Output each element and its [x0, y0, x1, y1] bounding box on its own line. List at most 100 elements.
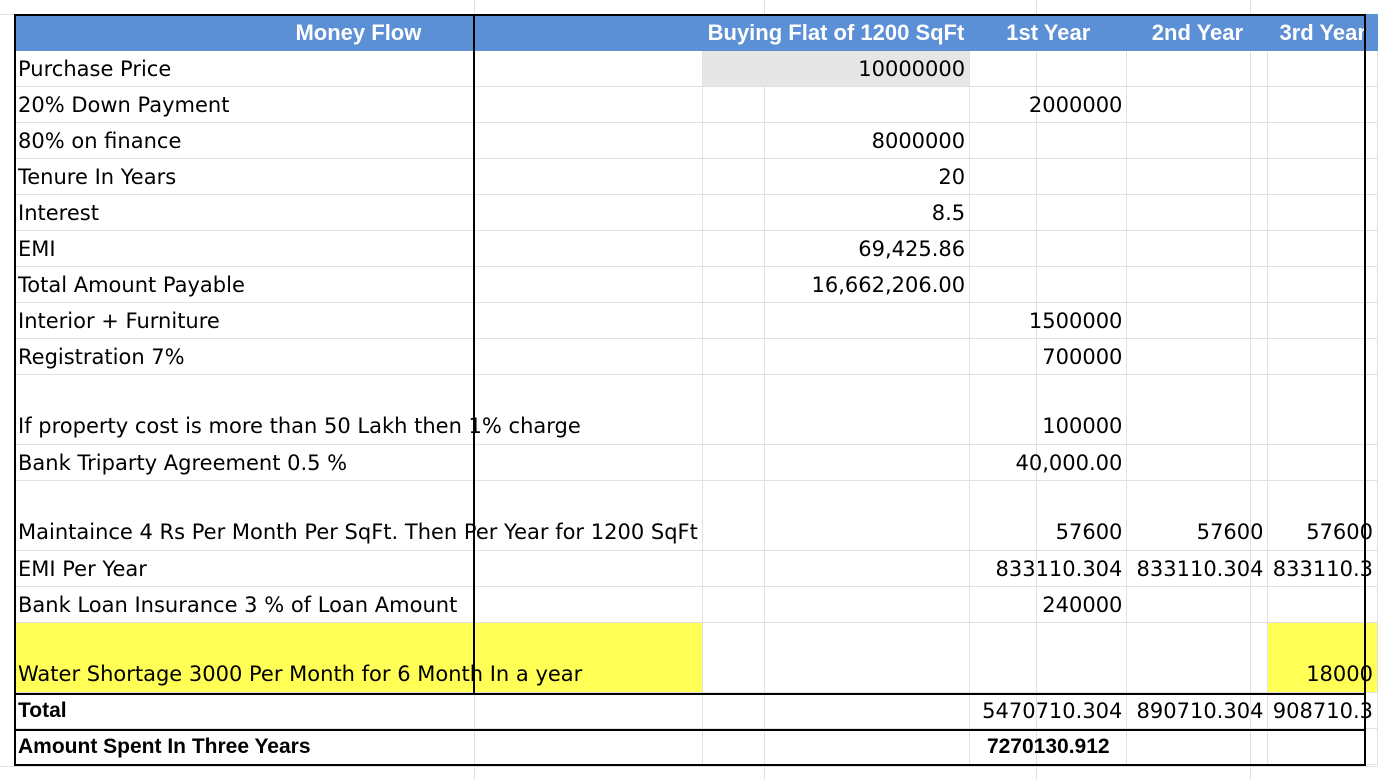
table-row: Purchase Price 10000000: [14, 50, 1378, 87]
cell-value-highlight[interactable]: 18000: [1267, 622, 1378, 693]
header-1st-year[interactable]: 1st Year: [969, 14, 1128, 51]
header-money-flow[interactable]: Money Flow: [14, 14, 703, 51]
cell-value[interactable]: [1126, 444, 1269, 481]
cell-value[interactable]: 833110.304: [1126, 550, 1269, 587]
row-label[interactable]: Interest: [14, 194, 703, 231]
row-label[interactable]: Water Shortage 3000 Per Month for 6 Mont…: [14, 622, 703, 693]
table-row: Tenure In Years 20: [14, 158, 1378, 195]
cell-value[interactable]: [969, 50, 1128, 87]
table-row: If property cost is more than 50 Lakh th…: [14, 374, 1378, 445]
cell-value[interactable]: 1500000: [969, 302, 1128, 339]
cell-value[interactable]: [1267, 728, 1378, 765]
row-label[interactable]: 20% Down Payment: [14, 86, 703, 123]
cell-value[interactable]: 2000000: [969, 86, 1128, 123]
cell-value[interactable]: [701, 338, 971, 375]
cell-value[interactable]: [1126, 266, 1269, 303]
cell-value[interactable]: [1126, 622, 1269, 693]
cell-value[interactable]: [1126, 50, 1269, 87]
cell-value[interactable]: 8000000: [701, 122, 971, 159]
cell-value[interactable]: [1267, 122, 1378, 159]
cell-value[interactable]: 57600: [1126, 480, 1269, 551]
cell-value[interactable]: [969, 194, 1128, 231]
cell-value[interactable]: [1126, 230, 1269, 267]
cell-value[interactable]: 240000: [969, 586, 1128, 623]
header-2nd-year[interactable]: 2nd Year: [1126, 14, 1269, 51]
row-label[interactable]: Registration 7%: [14, 338, 703, 375]
cell-value[interactable]: [969, 230, 1128, 267]
cell-value[interactable]: [1126, 338, 1269, 375]
row-label[interactable]: 80% on finance: [14, 122, 703, 159]
cell-value[interactable]: [1126, 728, 1269, 765]
cell-value[interactable]: 833110.3: [1267, 550, 1378, 587]
header-3rd-year[interactable]: 3rd Year: [1267, 14, 1378, 51]
cell-value[interactable]: [969, 266, 1128, 303]
cell-value[interactable]: [701, 622, 971, 693]
cell-value[interactable]: [701, 728, 971, 765]
cell-value[interactable]: 40,000.00: [969, 444, 1128, 481]
cell-value[interactable]: 57600: [969, 480, 1128, 551]
cell-value[interactable]: [701, 550, 971, 587]
cell-value[interactable]: 700000: [969, 338, 1128, 375]
row-label[interactable]: If property cost is more than 50 Lakh th…: [14, 374, 703, 445]
cell-value[interactable]: [1267, 302, 1378, 339]
table-row: EMI 69,425.86: [14, 230, 1378, 267]
cell-value[interactable]: [701, 480, 971, 551]
cell-value[interactable]: [1267, 374, 1378, 445]
row-label[interactable]: Tenure In Years: [14, 158, 703, 195]
cell-value[interactable]: [969, 158, 1128, 195]
total-value[interactable]: 5470710.304: [969, 692, 1128, 729]
table-row: 20% Down Payment 2000000: [14, 86, 1378, 123]
cell-value[interactable]: 8.5: [701, 194, 971, 231]
row-label[interactable]: Bank Loan Insurance 3 % of Loan Amount: [14, 586, 703, 623]
cell-value[interactable]: [1126, 194, 1269, 231]
cell-value[interactable]: 833110.304: [969, 550, 1128, 587]
cell-value[interactable]: [1267, 50, 1378, 87]
cell-value[interactable]: 69,425.86: [701, 230, 971, 267]
cell-value[interactable]: [701, 374, 971, 445]
cell-value[interactable]: [1267, 86, 1378, 123]
total-value[interactable]: 890710.304: [1126, 692, 1269, 729]
row-label[interactable]: Total Amount Payable: [14, 266, 703, 303]
table-row: EMI Per Year 833110.304 833110.304 83311…: [14, 550, 1378, 587]
row-label[interactable]: Bank Triparty Agreement 0.5 %: [14, 444, 703, 481]
table-row-water-shortage: Water Shortage 3000 Per Month for 6 Mont…: [14, 622, 1378, 693]
row-label[interactable]: Purchase Price: [14, 50, 703, 87]
cell-value[interactable]: [701, 692, 971, 729]
cell-value[interactable]: [1267, 158, 1378, 195]
cell-value[interactable]: [1267, 586, 1378, 623]
cell-value[interactable]: 10000000: [701, 50, 971, 87]
total-label[interactable]: Total: [14, 692, 703, 729]
header-buying-flat[interactable]: Buying Flat of 1200 SqFt: [701, 14, 971, 51]
cell-value[interactable]: 57600: [1267, 480, 1378, 551]
cell-value[interactable]: [1126, 158, 1269, 195]
border: [14, 693, 1366, 695]
row-label[interactable]: Maintaince 4 Rs Per Month Per SqFt. Then…: [14, 480, 703, 551]
border: [473, 14, 475, 694]
cell-value[interactable]: [1126, 86, 1269, 123]
cell-value[interactable]: [1126, 374, 1269, 445]
cell-value[interactable]: [701, 444, 971, 481]
cell-value[interactable]: 16,662,206.00: [701, 266, 971, 303]
row-label[interactable]: EMI: [14, 230, 703, 267]
row-label[interactable]: Interior + Furniture: [14, 302, 703, 339]
cell-value[interactable]: [1126, 302, 1269, 339]
cell-value[interactable]: [1267, 338, 1378, 375]
cell-value[interactable]: [969, 622, 1128, 693]
cell-value[interactable]: [1267, 194, 1378, 231]
cell-value[interactable]: [1267, 444, 1378, 481]
total-value[interactable]: 908710.3: [1267, 692, 1378, 729]
cell-value[interactable]: [1267, 230, 1378, 267]
cell-value[interactable]: [1126, 586, 1269, 623]
cell-value[interactable]: [701, 586, 971, 623]
cell-value[interactable]: [969, 122, 1128, 159]
amount-spent-label[interactable]: Amount Spent In Three Years: [14, 728, 703, 765]
amount-spent-value[interactable]: 7270130.912: [969, 728, 1128, 765]
cell-value[interactable]: [701, 302, 971, 339]
cell-value[interactable]: [1267, 266, 1378, 303]
cell-value[interactable]: [1126, 122, 1269, 159]
cell-value[interactable]: [701, 86, 971, 123]
cell-value[interactable]: 20: [701, 158, 971, 195]
row-label[interactable]: EMI Per Year: [14, 550, 703, 587]
amount-spent-row: Amount Spent In Three Years 7270130.912: [14, 728, 1378, 765]
cell-value[interactable]: 100000: [969, 374, 1128, 445]
